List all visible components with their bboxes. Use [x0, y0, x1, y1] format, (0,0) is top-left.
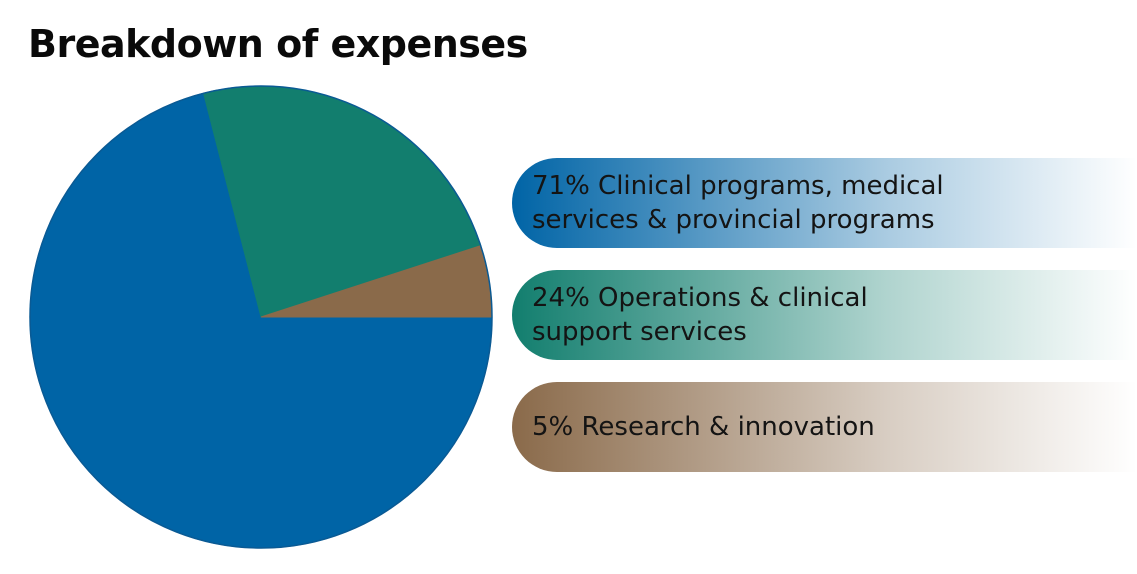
legend-label-clinical-programs: 71% Clinical programs, medical services …	[532, 171, 944, 235]
chart-title: Breakdown of expenses	[28, 22, 528, 66]
legend-label-research: 5% Research & innovation	[532, 412, 875, 442]
pie-outline	[29, 85, 493, 549]
legend-item-operations: 24% Operations & clinical support servic…	[512, 270, 1137, 360]
legend-item-research: 5% Research & innovation	[512, 382, 1137, 472]
legend-item-clinical-programs: 71% Clinical programs, medical services …	[512, 158, 1137, 248]
legend-label-operations: 24% Operations & clinical support servic…	[532, 283, 868, 347]
